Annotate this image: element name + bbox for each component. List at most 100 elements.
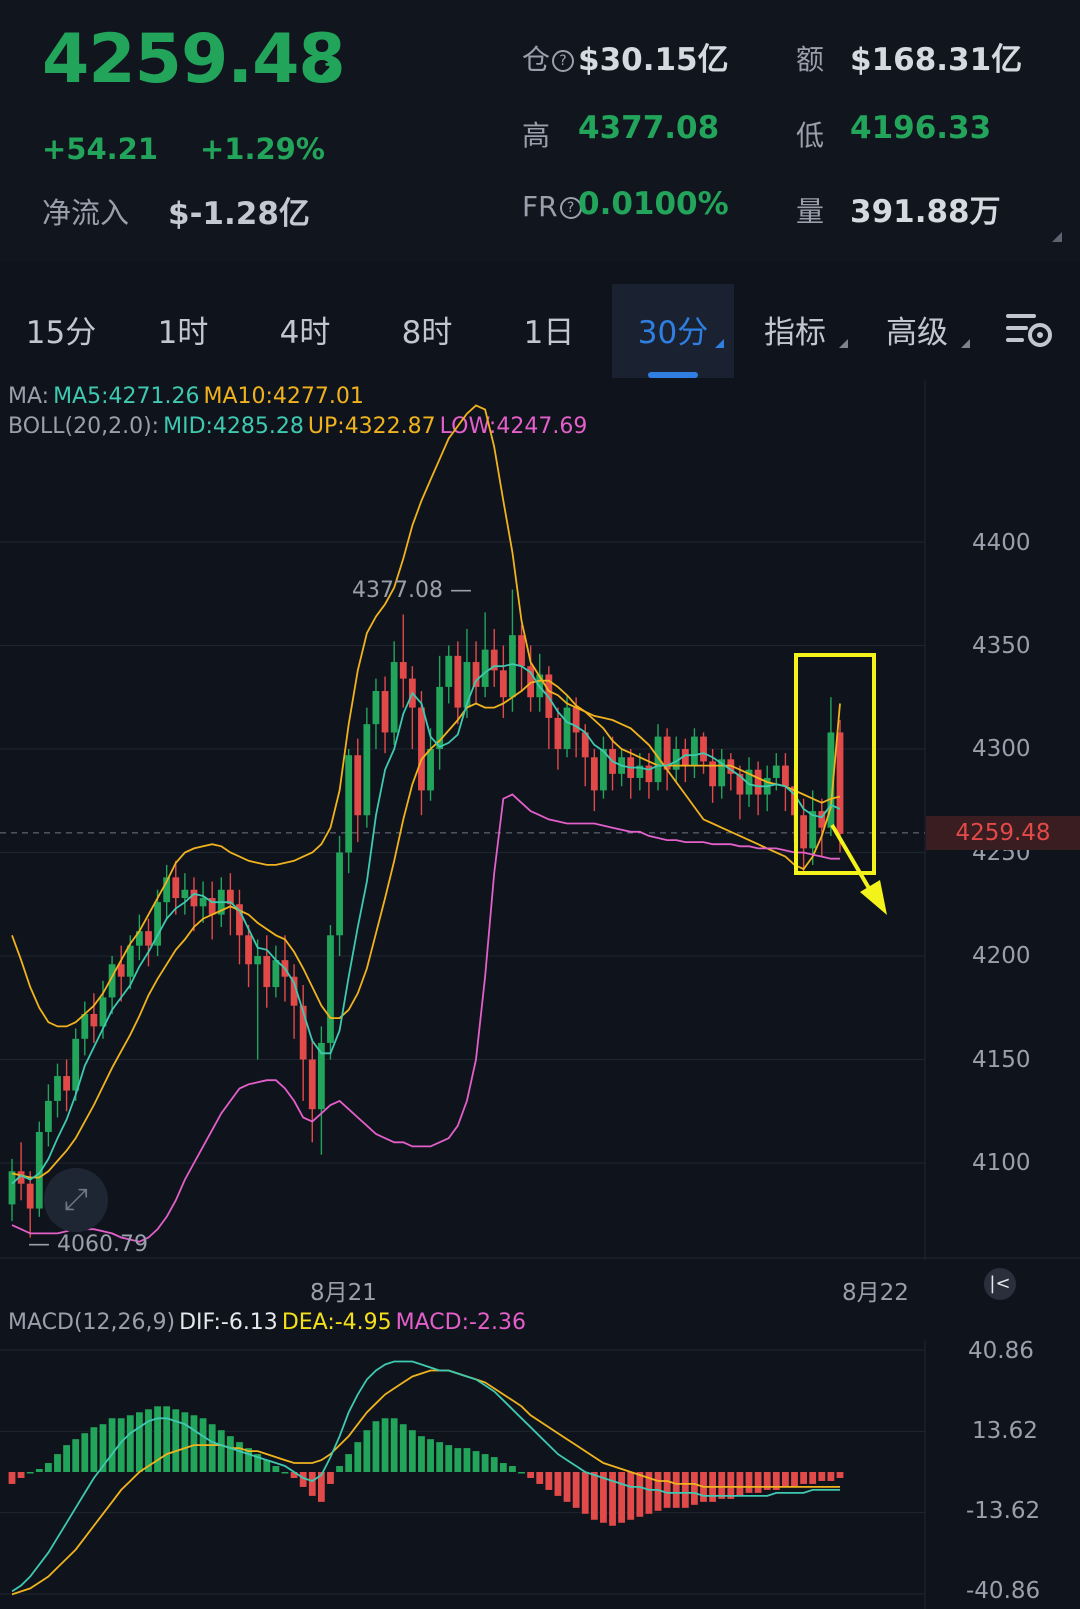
last-price: 4259.48 bbox=[42, 20, 346, 99]
expand-corner-icon[interactable] bbox=[1052, 232, 1062, 242]
macd-bar bbox=[145, 1409, 152, 1472]
macd-bar bbox=[272, 1466, 280, 1472]
ma10-value: MA10:4277.01 bbox=[203, 384, 364, 409]
tab-advanced[interactable]: 高级 bbox=[856, 284, 978, 378]
candle-body bbox=[809, 811, 817, 849]
macd-bar bbox=[263, 1460, 271, 1472]
macd-bar bbox=[427, 1439, 434, 1472]
arrow-annotation bbox=[830, 823, 872, 892]
candle-body bbox=[554, 717, 562, 749]
volume-label: 量 bbox=[796, 195, 825, 228]
macd-bar bbox=[126, 1415, 134, 1472]
macd-bar bbox=[545, 1472, 553, 1490]
macd-bar bbox=[600, 1472, 607, 1523]
candle-body bbox=[44, 1100, 52, 1132]
macd-bar bbox=[236, 1442, 243, 1472]
macd-chart[interactable] bbox=[0, 1340, 1080, 1609]
candle-body bbox=[754, 769, 762, 795]
turnover-value: $168.31亿 bbox=[850, 42, 1023, 78]
tab-1d[interactable]: 1日 bbox=[523, 315, 575, 351]
candle-body bbox=[135, 931, 143, 946]
tab-indicators[interactable]: 指标 bbox=[734, 284, 856, 378]
low-label: 低 bbox=[796, 119, 825, 152]
candle-body bbox=[354, 755, 362, 816]
tab-8h[interactable]: 8时 bbox=[401, 315, 453, 351]
macd-bar bbox=[645, 1472, 653, 1514]
tab-30m[interactable]: 30分 bbox=[612, 284, 734, 378]
chart-settings-button[interactable] bbox=[984, 284, 1080, 378]
scroll-to-latest-icon[interactable]: |< bbox=[984, 1268, 1016, 1300]
high-marker: 4377.08 — bbox=[352, 578, 472, 603]
boll-upper-line bbox=[11, 404, 841, 1028]
funding-rate-value: 0.0100% bbox=[578, 186, 729, 222]
macd-bar bbox=[399, 1424, 407, 1472]
candle-body bbox=[563, 707, 571, 749]
macd-bar bbox=[381, 1418, 389, 1472]
macd-dif-line bbox=[11, 1360, 840, 1593]
price-tick: 4100 bbox=[972, 1150, 1031, 1176]
funding-rate-label: FR? bbox=[522, 190, 584, 223]
macd-bar bbox=[763, 1472, 771, 1490]
macd-bar bbox=[818, 1472, 826, 1481]
candle-body bbox=[427, 749, 434, 791]
macd-bar bbox=[691, 1472, 698, 1505]
macd-dif-value: DIF:-6.13 bbox=[179, 1310, 278, 1335]
macd-bar bbox=[681, 1472, 689, 1508]
macd-bar bbox=[509, 1466, 516, 1472]
volume-value: 391.88万 bbox=[850, 194, 1001, 230]
macd-bar bbox=[354, 1442, 362, 1472]
candle-body bbox=[736, 773, 744, 795]
macd-value: MACD:-2.36 bbox=[395, 1310, 526, 1335]
candle-body bbox=[90, 1013, 98, 1027]
candle-body bbox=[181, 889, 189, 899]
candle-body bbox=[263, 956, 271, 988]
high-label: 高 bbox=[522, 119, 551, 152]
help-icon[interactable]: ? bbox=[559, 197, 582, 219]
candle-body bbox=[399, 662, 407, 679]
candle-body bbox=[654, 736, 662, 783]
candle-body bbox=[172, 877, 180, 899]
macd-bar bbox=[436, 1442, 444, 1472]
low-value: 4196.33 bbox=[850, 110, 992, 146]
macd-bar bbox=[754, 1472, 762, 1493]
macd-bar bbox=[290, 1472, 298, 1478]
price-tick: 4400 bbox=[972, 530, 1031, 556]
candle-body bbox=[827, 732, 835, 828]
ma5-line bbox=[11, 663, 841, 1185]
candle-body bbox=[590, 757, 598, 791]
oi-value: $30.15亿 bbox=[578, 42, 729, 78]
macd-bar bbox=[163, 1406, 171, 1472]
date-label: 8月22 bbox=[842, 1280, 909, 1306]
candle-body bbox=[145, 931, 152, 946]
tab-15m[interactable]: 15分 bbox=[25, 315, 97, 351]
macd-bar bbox=[372, 1421, 380, 1472]
macd-bar bbox=[581, 1472, 589, 1514]
interval-tabs: 15分 1时 4时 8时 1日 30分 指标 高级 bbox=[0, 284, 1080, 378]
macd-bar bbox=[8, 1472, 16, 1484]
fullscreen-icon[interactable]: ⤢ bbox=[44, 1168, 108, 1232]
macd-bar bbox=[418, 1436, 425, 1472]
macd-bar bbox=[245, 1448, 252, 1472]
macd-bar bbox=[718, 1472, 726, 1499]
price-change: +54.21 bbox=[42, 132, 159, 166]
macd-bar bbox=[208, 1424, 216, 1472]
candle-body bbox=[345, 755, 353, 853]
candlestick-chart[interactable] bbox=[0, 380, 1080, 1260]
tab-4h[interactable]: 4时 bbox=[279, 315, 331, 351]
price-tick: 4350 bbox=[972, 633, 1031, 659]
candle-body bbox=[17, 1171, 25, 1184]
price-tick: 4150 bbox=[972, 1047, 1031, 1073]
macd-bar bbox=[782, 1472, 789, 1487]
macd-bar bbox=[609, 1472, 616, 1526]
macd-bar bbox=[281, 1472, 289, 1474]
candle-body bbox=[445, 655, 453, 687]
candle-body bbox=[363, 724, 371, 816]
macd-bar bbox=[44, 1463, 52, 1472]
tab-1h[interactable]: 1时 bbox=[157, 315, 209, 351]
help-icon[interactable]: ? bbox=[552, 50, 575, 72]
macd-bar bbox=[54, 1454, 61, 1472]
candle-body bbox=[299, 1005, 307, 1060]
oi-label: 仓? bbox=[522, 38, 576, 78]
candle-body bbox=[154, 902, 161, 946]
candle-body bbox=[72, 1038, 80, 1091]
